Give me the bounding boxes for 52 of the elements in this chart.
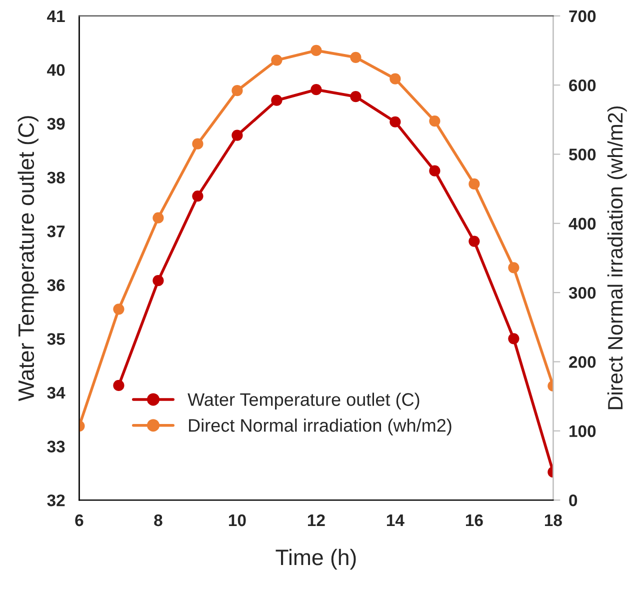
- point: [390, 73, 401, 84]
- y-tick-label: 38: [47, 172, 65, 184]
- y-tick-label: 40: [47, 64, 65, 76]
- y-tick-label: 35: [47, 333, 65, 345]
- x-tick-label: 18: [544, 514, 562, 526]
- point: [192, 190, 204, 202]
- x-tick-label: 14: [386, 514, 404, 526]
- y2-tick-label: 300: [568, 286, 596, 299]
- y-tick-label: 39: [47, 118, 65, 130]
- x-tick-label: 16: [466, 514, 483, 526]
- y-tick-label: 37: [47, 225, 65, 238]
- point: [468, 236, 480, 247]
- legend-label: Direct Normal irradiation (wh/m2): [189, 418, 452, 436]
- point: [232, 85, 243, 96]
- y-tick-label: 41: [47, 10, 65, 22]
- y-tick-label: 32: [47, 494, 65, 506]
- point: [152, 212, 164, 224]
- x-tick-label: 10: [228, 514, 246, 526]
- y2-tick-label: 400: [568, 218, 596, 230]
- y-tick-label: 33: [47, 440, 65, 452]
- y2-tick-label: 700: [569, 10, 596, 22]
- point: [350, 52, 362, 63]
- y-axis-title: Water Temperature outlet (C): [18, 116, 38, 402]
- point: [429, 165, 440, 176]
- legend-label: Water Temperature outlet (C): [188, 392, 420, 410]
- point: [232, 130, 243, 141]
- x-tick-label: 6: [75, 514, 84, 526]
- point: [192, 138, 204, 150]
- point: [113, 304, 124, 315]
- point: [271, 54, 282, 66]
- x-axis-title: Time (h): [276, 548, 356, 570]
- point: [310, 84, 322, 96]
- point: [468, 178, 480, 190]
- x-tick-label: 12: [308, 514, 325, 526]
- point: [152, 275, 164, 286]
- y2-tick-label: 0: [569, 494, 578, 506]
- y2-tick-label: 200: [569, 356, 596, 368]
- y2-tick-label: 600: [569, 79, 596, 92]
- y-tick-label: 36: [47, 279, 65, 292]
- point: [508, 333, 520, 344]
- y2-tick-label: 100: [570, 425, 596, 438]
- x-tick-label: 8: [154, 514, 162, 526]
- point: [429, 115, 440, 127]
- y2-axis-title: Direct Normal irradiation (wh/m2): [607, 106, 627, 410]
- point: [350, 91, 362, 102]
- point: [113, 380, 124, 392]
- point: [390, 116, 401, 128]
- y2-tick-label: 500: [568, 148, 596, 160]
- y-tick-label: 34: [47, 386, 66, 399]
- point: [508, 262, 520, 274]
- point: [271, 94, 282, 106]
- point: [310, 44, 322, 56]
